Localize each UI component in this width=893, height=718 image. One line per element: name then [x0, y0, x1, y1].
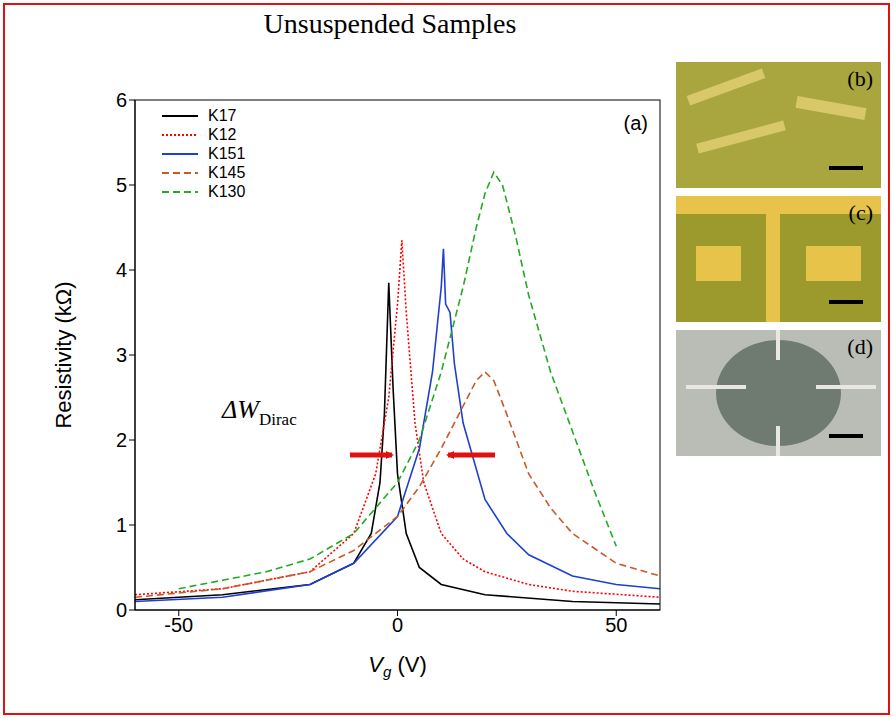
svg-text:0: 0 — [392, 614, 403, 636]
html-text:(d): (d) — [847, 334, 873, 359]
html-text:(b): (b) — [847, 66, 873, 91]
html-text:K130: K130 — [208, 183, 246, 200]
html-text:K151: K151 — [208, 145, 246, 162]
html-text:Vg(V): Vg(V) — [368, 652, 427, 681]
svg-text:1: 1 — [116, 514, 127, 536]
svg-text:0: 0 — [116, 599, 127, 621]
svg-text:50: 50 — [605, 614, 627, 636]
svg-text:6: 6 — [116, 89, 127, 111]
html-text:K12: K12 — [208, 126, 237, 143]
svg-text:Resistivity (kΩ): Resistivity (kΩ) — [51, 281, 76, 428]
svg-text:(a): (a) — [624, 112, 648, 134]
html-text:Unsuspended Samples: Unsuspended Samples — [263, 8, 517, 39]
svg-text:3: 3 — [116, 344, 127, 366]
html-text:(c): (c) — [848, 200, 873, 225]
svg-text:5: 5 — [116, 174, 127, 196]
html-text:K145: K145 — [208, 164, 246, 181]
svg-text:ΔWDirac: ΔWDirac — [221, 395, 297, 429]
svg-text:2: 2 — [116, 429, 127, 451]
svg-text:-50: -50 — [164, 614, 193, 636]
svg-text:4: 4 — [116, 259, 127, 281]
html-text:K17: K17 — [208, 107, 237, 124]
